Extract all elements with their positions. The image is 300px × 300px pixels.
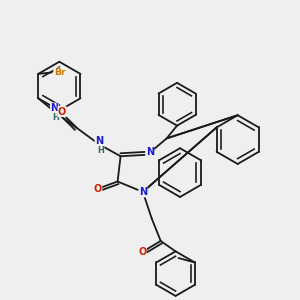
Text: H: H: [97, 146, 104, 155]
Text: Br: Br: [54, 68, 65, 77]
Text: H: H: [52, 113, 59, 122]
Text: N: N: [95, 136, 103, 146]
Text: O: O: [138, 247, 146, 257]
Text: O: O: [58, 107, 66, 117]
Text: N: N: [50, 103, 59, 113]
Text: N: N: [139, 187, 147, 197]
Text: O: O: [94, 184, 102, 194]
Text: N: N: [146, 147, 154, 158]
